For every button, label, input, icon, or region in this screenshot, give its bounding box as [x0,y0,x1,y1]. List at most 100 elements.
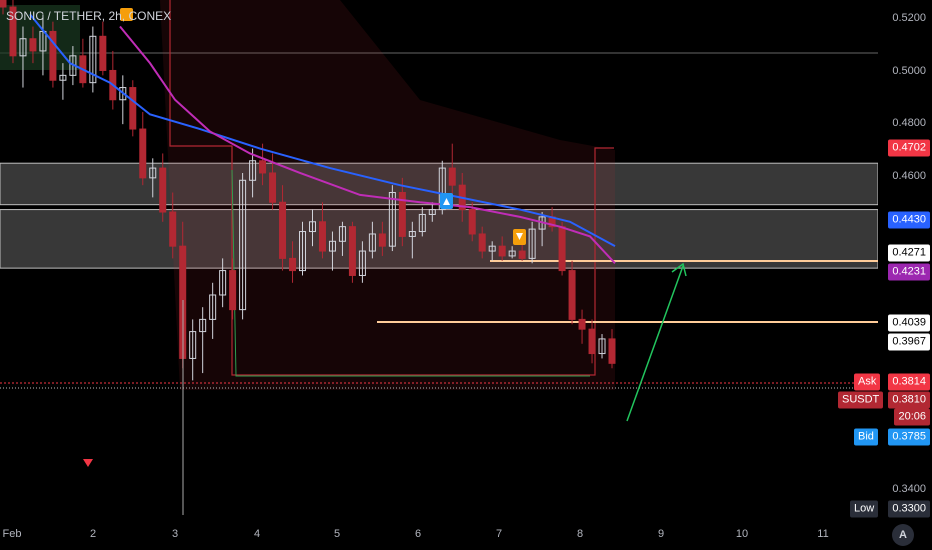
candle-body [578,318,586,330]
price-tag-ask: 0.3814 [888,373,930,391]
candle-body [358,250,366,276]
ma-purple-line [119,25,616,264]
candle-body [308,221,316,233]
time-label: 4 [253,528,261,540]
candle-body [119,87,127,101]
target-arrow [626,265,684,422]
candle-body [199,318,207,333]
trail-line [231,169,590,377]
price-tag-last: 0.3810 [888,391,930,409]
time-label: Feb [2,528,22,540]
candle-body [149,167,157,179]
candle-body [189,331,197,359]
price-tag-countdown: 20:06 [894,408,930,426]
tick-label: 0.4600 [892,170,926,182]
tick-label: 0.5200 [892,12,926,24]
chart-area[interactable]: SONIC / TETHER, 2h, CONEX [0,0,878,522]
candle-body [279,201,287,259]
tick-label: 0.4800 [892,117,926,129]
candle-body [418,213,426,233]
price-tag-ma-purple: 0.4231 [888,263,930,281]
candle-body [19,38,27,57]
candle-body [159,167,167,213]
candle-body [488,245,496,252]
time-label: 10 [735,528,749,540]
candle-body [598,338,606,355]
candle-body [378,233,386,247]
ask-label: Ask [854,373,881,391]
candle-body [29,38,37,52]
time-axis[interactable]: Feb 2 3 4 5 6 7 8 9 10 11 [0,522,878,550]
candle-body [558,226,566,272]
candle-body [49,30,57,81]
candle-body [259,160,267,174]
candle-body [299,231,307,272]
candle-body [169,211,177,247]
candle-body [99,35,107,71]
price-chart[interactable] [0,0,878,522]
time-label: 8 [576,528,584,540]
candle-body [318,221,326,252]
time-label: 7 [495,528,503,540]
price-tag-low: 0.3300 [888,500,930,518]
ma-blue-line [29,13,616,248]
tick-label: 0.3400 [892,483,926,495]
candle-body [338,226,346,242]
tradingview-logo-icon[interactable]: A [892,524,914,546]
candle-body [518,250,526,259]
time-label: 5 [333,528,341,540]
price-tag-high: 0.4702 [888,139,930,157]
candle-body [348,226,356,276]
candle-body [89,35,97,84]
candle-body [398,191,406,237]
tick-label: 0.5000 [892,65,926,77]
candle-body [478,233,486,252]
sell-arrow-icon [516,233,523,240]
symbol-last-label: SUSDT [838,391,884,409]
price-axis[interactable]: 0.5200 0.5000 0.4800 0.4600 0.3400 0.470… [878,0,932,522]
time-label: 9 [657,528,665,540]
candle-body [239,179,247,311]
candle-body [568,270,576,320]
candle-body [608,338,616,364]
candle-body [139,128,147,179]
price-tag-bid: 0.3785 [888,428,930,446]
candle-body [438,167,446,211]
symbol-title[interactable]: SONIC / TETHER, 2h, CONEX [6,9,171,23]
candle-body [448,167,456,186]
candle-body [428,209,436,215]
price-tag-level-upper: 0.4271 [888,244,930,262]
zone-rect [0,209,878,269]
candle-body [498,245,506,257]
candle-body [368,233,376,252]
candle-body [229,270,237,311]
bid-label: Bid [854,428,878,446]
candle-body [9,6,17,57]
candle-body [408,231,416,237]
candle-body [468,209,476,235]
candle-body [0,0,7,8]
low-label: Low [850,500,879,518]
time-label: 11 [817,528,829,540]
candle-body [219,270,227,296]
time-label: 6 [414,528,422,540]
price-tag-ma-blue: 0.4430 [888,211,930,229]
cloud-area [160,0,615,390]
candle-body [209,294,217,320]
buy-arrow-icon [443,198,450,205]
time-label: 2 [89,528,97,540]
candle-body [588,328,596,355]
candle-body [59,74,67,81]
symbol-name: SONIC / TETHER, 2h, CO [6,9,147,23]
candle-body [388,191,396,247]
candle-body [528,228,536,259]
stop-line [169,0,614,376]
down-triangle-icon [83,459,93,467]
candle-body [129,87,137,130]
price-tag-level-lower: 0.4039 [888,314,930,332]
candle-body [289,257,297,272]
candle-body [328,240,336,252]
candle-body [269,172,277,203]
candle-body [249,160,257,181]
candle-body [508,250,516,257]
